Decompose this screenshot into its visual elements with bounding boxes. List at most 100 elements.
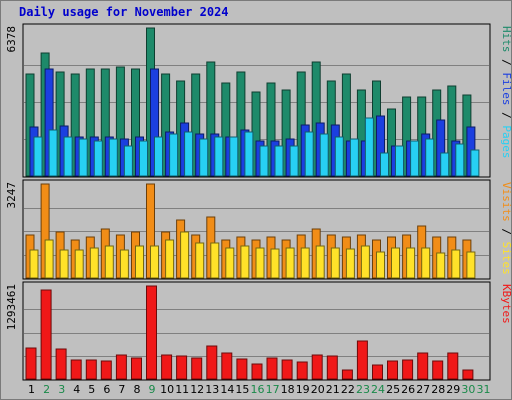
panel-visits bbox=[22, 179, 491, 280]
day-label-11: 11 bbox=[175, 383, 189, 396]
bar-pages-day-29 bbox=[455, 143, 465, 177]
bar-pages-day-18 bbox=[289, 145, 299, 177]
day-label-5: 5 bbox=[88, 383, 95, 396]
bar-pages-day-5 bbox=[93, 140, 103, 177]
bar-sites-day-13 bbox=[210, 242, 220, 279]
bar-kbytes-day-20 bbox=[311, 354, 323, 380]
bar-pages-day-3 bbox=[63, 136, 73, 177]
bar-pages-day-2 bbox=[48, 129, 58, 177]
bar-sites-day-20 bbox=[315, 245, 325, 279]
day-label-23: 23 bbox=[356, 383, 370, 396]
bar-sites-day-8 bbox=[135, 245, 144, 279]
bar-pages-day-20 bbox=[319, 133, 329, 177]
day-label-21: 21 bbox=[326, 383, 340, 396]
bar-sites-day-2 bbox=[44, 239, 54, 279]
bar-kbytes-day-16 bbox=[251, 363, 263, 380]
legend-entry-sites: Sites bbox=[500, 242, 512, 275]
day-label-27: 27 bbox=[416, 383, 430, 396]
bar-kbytes-day-11 bbox=[176, 355, 188, 380]
legend-visits: Visits / Sites bbox=[500, 182, 512, 275]
bar-pages-day-26 bbox=[410, 140, 420, 177]
bar-kbytes-day-18 bbox=[281, 359, 293, 380]
bar-kbytes-day-12 bbox=[191, 357, 203, 380]
axis-max-hits: 6378 bbox=[5, 26, 18, 53]
bar-pages-day-16 bbox=[259, 145, 269, 177]
day-label-10: 10 bbox=[160, 383, 174, 396]
legend-separator: / bbox=[500, 106, 512, 126]
day-label-9: 9 bbox=[149, 383, 156, 396]
chart-title: Daily usage for November 2024 bbox=[19, 5, 229, 19]
bar-kbytes-day-29 bbox=[447, 352, 459, 380]
day-label-25: 25 bbox=[386, 383, 400, 396]
bar-kbytes-day-10 bbox=[161, 354, 173, 380]
day-label-2: 2 bbox=[43, 383, 50, 396]
bar-kbytes-day-30 bbox=[462, 369, 474, 380]
bar-sites-day-23 bbox=[360, 245, 370, 279]
bar-sites-day-30 bbox=[466, 251, 476, 279]
bar-sites-day-19 bbox=[300, 247, 310, 279]
bar-kbytes-day-4 bbox=[70, 359, 82, 380]
bar-sites-day-18 bbox=[285, 247, 295, 279]
day-label-16: 16 bbox=[251, 383, 265, 396]
bar-sites-day-10 bbox=[165, 239, 175, 279]
legend-entry-visits: Visits bbox=[500, 182, 512, 222]
bar-sites-day-24 bbox=[376, 251, 385, 279]
day-label-29: 29 bbox=[446, 383, 460, 396]
bar-pages-day-25 bbox=[395, 145, 404, 177]
axis-max-kbytes: 1293461 bbox=[5, 284, 18, 330]
bar-kbytes-day-15 bbox=[236, 358, 248, 380]
bar-kbytes-day-14 bbox=[221, 352, 233, 380]
day-label-18: 18 bbox=[281, 383, 295, 396]
bar-kbytes-day-23 bbox=[356, 340, 368, 380]
bar-pages-day-4 bbox=[78, 138, 88, 177]
bar-sites-day-28 bbox=[436, 252, 446, 279]
bar-pages-day-19 bbox=[304, 131, 314, 177]
bar-kbytes-day-5 bbox=[85, 359, 97, 380]
bar-sites-day-15 bbox=[240, 245, 250, 279]
day-label-8: 8 bbox=[134, 383, 141, 396]
day-label-17: 17 bbox=[266, 383, 280, 396]
bar-kbytes-day-6 bbox=[100, 360, 112, 380]
panel-hits bbox=[22, 23, 491, 178]
day-label-7: 7 bbox=[118, 383, 125, 396]
legend-entry-files: Files bbox=[500, 72, 512, 105]
bar-kbytes-day-7 bbox=[115, 354, 127, 380]
bar-sites-day-21 bbox=[330, 247, 340, 279]
bar-kbytes-day-24 bbox=[372, 364, 383, 380]
legend-separator: / bbox=[500, 53, 512, 73]
bar-sites-day-16 bbox=[255, 247, 265, 279]
bar-sites-day-11 bbox=[180, 231, 190, 279]
bar-pages-day-28 bbox=[440, 152, 450, 177]
bar-kbytes-day-3 bbox=[55, 348, 67, 380]
bar-pages-day-10 bbox=[169, 133, 179, 177]
day-label-30: 30 bbox=[461, 383, 475, 396]
bar-sites-day-14 bbox=[225, 247, 235, 279]
day-label-15: 15 bbox=[235, 383, 249, 396]
bar-sites-day-25 bbox=[391, 247, 400, 279]
day-label-31: 31 bbox=[477, 383, 491, 396]
day-label-26: 26 bbox=[401, 383, 415, 396]
bar-kbytes-day-8 bbox=[131, 357, 142, 380]
bar-kbytes-day-19 bbox=[296, 361, 308, 380]
bar-kbytes-day-13 bbox=[206, 345, 218, 380]
day-label-20: 20 bbox=[311, 383, 325, 396]
day-label-19: 19 bbox=[296, 383, 310, 396]
bar-pages-day-12 bbox=[199, 138, 209, 177]
day-label-22: 22 bbox=[341, 383, 355, 396]
bar-pages-day-11 bbox=[184, 131, 194, 177]
legend-kbytes: KBytes bbox=[500, 284, 512, 324]
bar-pages-day-14 bbox=[229, 136, 239, 177]
day-label-1: 1 bbox=[28, 383, 35, 396]
bar-sites-day-17 bbox=[270, 248, 280, 279]
bar-sites-day-22 bbox=[345, 248, 355, 279]
panel-kbytes bbox=[22, 281, 491, 381]
bar-sites-day-6 bbox=[104, 245, 114, 279]
bar-pages-day-7 bbox=[123, 145, 133, 177]
legend-hits: Hits / Files / Pages bbox=[500, 26, 512, 159]
bar-kbytes-day-21 bbox=[326, 355, 338, 380]
bar-pages-day-30 bbox=[470, 149, 480, 177]
bar-kbytes-day-22 bbox=[341, 369, 353, 380]
legend-entry-pages: Pages bbox=[500, 125, 512, 158]
day-label-13: 13 bbox=[205, 383, 219, 396]
